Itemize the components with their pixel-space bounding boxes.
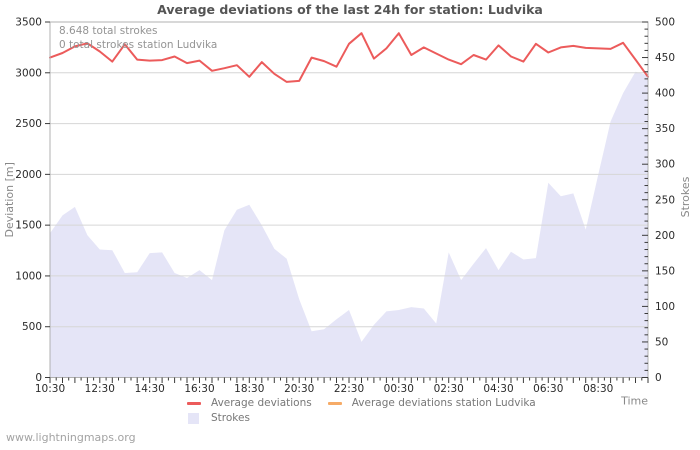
right-axis: 0 50 100 150 200 250 300 350 400 450 500 (642, 17, 675, 384)
svg-text:500: 500 (22, 321, 42, 333)
svg-text:1500: 1500 (15, 220, 42, 232)
legend-item-strokes: Strokes (187, 412, 250, 424)
svg-text:500: 500 (655, 17, 675, 29)
legend-row-2: Strokes (187, 412, 250, 424)
left-axis-title: Deviation [m] (3, 162, 16, 237)
svg-text:Time: Time (620, 395, 648, 408)
total-strokes-annotation: 8.648 total strokes (59, 25, 158, 37)
svg-text:50: 50 (655, 336, 668, 348)
svg-text:06:30: 06:30 (533, 383, 563, 395)
svg-text:00:30: 00:30 (384, 383, 414, 395)
plot-annotations: 8.648 total strokes 0 total strokes stat… (59, 25, 217, 52)
svg-text:3500: 3500 (15, 17, 42, 29)
svg-text:14:30: 14:30 (135, 383, 165, 395)
svg-text:450: 450 (655, 52, 675, 64)
x-axis: 10:30 12:30 14:30 16:30 18:30 20:30 22:30 00:30… (35, 377, 649, 395)
right-axis-title: Strokes (679, 176, 692, 217)
legend-row-1: Average deviations Average deviations st… (187, 397, 536, 409)
svg-text:100: 100 (655, 301, 675, 313)
svg-text:400: 400 (655, 88, 675, 100)
watermark: www.lightningmaps.org (6, 431, 136, 444)
svg-text:Deviation [m]: Deviation [m] (3, 162, 16, 237)
svg-text:2500: 2500 (15, 118, 42, 130)
svg-text:0: 0 (35, 372, 42, 384)
svg-text:18:30: 18:30 (234, 383, 264, 395)
left-axis: 0 500 1000 1500 2000 2500 3000 3500 (15, 17, 50, 384)
svg-text:350: 350 (655, 123, 675, 135)
svg-text:Strokes: Strokes (679, 176, 692, 217)
svg-text:0: 0 (655, 372, 662, 384)
svg-text:20:30: 20:30 (284, 383, 314, 395)
svg-text:200: 200 (655, 230, 675, 242)
svg-text:300: 300 (655, 159, 675, 171)
svg-text:12:30: 12:30 (85, 383, 115, 395)
legend-label-avg-deviations-station: Average deviations station Ludvika (351, 397, 536, 409)
svg-text:04:30: 04:30 (483, 383, 513, 395)
svg-text:10:30: 10:30 (35, 383, 65, 395)
svg-text:150: 150 (655, 265, 675, 277)
legend-label-avg-deviations: Average deviations (211, 397, 312, 409)
legend-item-avg-deviations-station: Average deviations station Ludvika (327, 397, 536, 409)
legend-item-avg-deviations: Average deviations (187, 397, 312, 409)
strokes-area (50, 71, 648, 378)
legend-label-strokes: Strokes (211, 412, 250, 424)
strokes-swatch (188, 412, 199, 424)
avg-deviations-station-swatch (327, 401, 342, 405)
station-strokes-annotation: 0 total strokes station Ludvika (59, 38, 218, 51)
x-axis-title: Time (620, 395, 648, 408)
svg-text:02:30: 02:30 (434, 383, 464, 395)
chart-title: Average deviations of the last 24h for s… (157, 2, 543, 17)
svg-text:2000: 2000 (15, 169, 42, 181)
svg-text:22:30: 22:30 (334, 383, 364, 395)
svg-text:08:30: 08:30 (583, 383, 613, 395)
svg-text:3000: 3000 (15, 67, 42, 79)
svg-text:16:30: 16:30 (184, 383, 214, 395)
deviation-line (49, 32, 649, 83)
svg-text:1000: 1000 (15, 270, 42, 282)
avg-deviations-swatch (187, 401, 201, 405)
svg-text:250: 250 (655, 194, 675, 206)
gridlines (50, 72, 648, 328)
